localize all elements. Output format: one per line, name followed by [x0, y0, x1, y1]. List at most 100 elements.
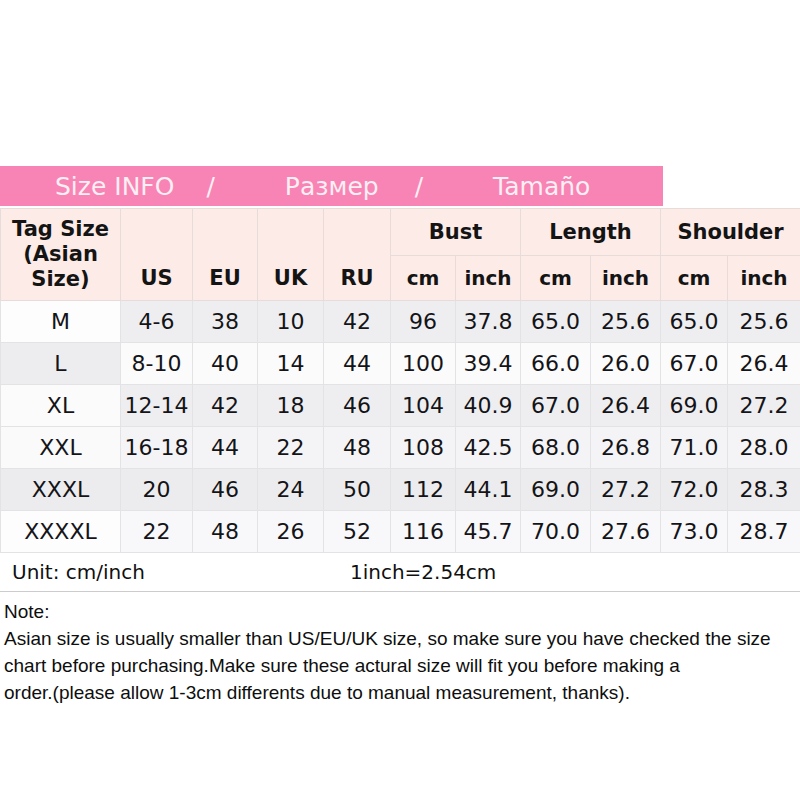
note-line: order.(please allow 1-3cm differents due… [4, 679, 798, 706]
table-cell: 42 [324, 301, 391, 343]
size-table-body: M4-63810429637.865.025.665.025.6L8-10401… [1, 301, 800, 553]
table-cell: 22 [258, 427, 324, 469]
note-line: chart before purchasing.Make sure these … [4, 652, 798, 679]
table-cell: 39.4 [456, 343, 521, 385]
title-spanish: Tamaño [493, 172, 590, 201]
title-separator: / [206, 172, 214, 201]
row-size-label: XXXL [1, 469, 121, 511]
header-tag-size-line1: Tag Size [2, 217, 119, 242]
title-russian: Размер [285, 172, 379, 201]
table-cell: 67.0 [521, 385, 591, 427]
table-cell: 65.0 [661, 301, 728, 343]
size-chart-page: Size INFO / Размер / Tamaño Tag Size (As… [0, 0, 800, 800]
table-cell: 50 [324, 469, 391, 511]
header-uk: UK [258, 209, 324, 301]
header-length-cm: cm [521, 256, 591, 301]
table-cell: 18 [258, 385, 324, 427]
row-size-label: XL [1, 385, 121, 427]
table-cell: 46 [193, 469, 258, 511]
table-cell: 104 [391, 385, 456, 427]
table-row: XXXL2046245011244.169.027.272.028.3 [1, 469, 800, 511]
header-length-inch: inch [591, 256, 661, 301]
table-cell: 14 [258, 343, 324, 385]
table-cell: 48 [193, 511, 258, 553]
table-cell: 25.6 [728, 301, 800, 343]
table-cell: 71.0 [661, 427, 728, 469]
header-us: US [121, 209, 193, 301]
table-cell: 44.1 [456, 469, 521, 511]
table-cell: 26.0 [591, 343, 661, 385]
table-cell: 27.2 [591, 469, 661, 511]
table-cell: 67.0 [661, 343, 728, 385]
note-line: Asian size is usually smaller than US/EU… [4, 625, 798, 652]
table-cell: 44 [324, 343, 391, 385]
table-cell: 40.9 [456, 385, 521, 427]
table-cell: 70.0 [521, 511, 591, 553]
table-row: XL12-1442184610440.967.026.469.027.2 [1, 385, 800, 427]
table-cell: 37.8 [456, 301, 521, 343]
title-english: Size INFO [55, 172, 174, 201]
note-block: Note: Asian size is usually smaller than… [4, 598, 798, 706]
table-cell: 116 [391, 511, 456, 553]
table-cell: 28.0 [728, 427, 800, 469]
table-cell: 28.3 [728, 469, 800, 511]
title-separator: / [415, 172, 423, 201]
size-info-title-bar: Size INFO / Размер / Tamaño [0, 166, 663, 206]
table-cell: 46 [324, 385, 391, 427]
table-cell: 42 [193, 385, 258, 427]
header-shoulder: Shoulder [661, 209, 800, 256]
row-size-label: L [1, 343, 121, 385]
table-cell: 24 [258, 469, 324, 511]
table-cell: 108 [391, 427, 456, 469]
header-shoulder-cm: cm [661, 256, 728, 301]
header-tag-size-line2: (Asian Size) [2, 242, 119, 292]
table-cell: 28.7 [728, 511, 800, 553]
table-cell: 25.6 [591, 301, 661, 343]
conversion-note: 1inch=2.54cm [350, 560, 496, 584]
table-cell: 73.0 [661, 511, 728, 553]
table-cell: 27.6 [591, 511, 661, 553]
header-tag-size: Tag Size (Asian Size) [1, 209, 121, 301]
table-cell: 10 [258, 301, 324, 343]
table-cell: 26.4 [728, 343, 800, 385]
table-cell: 16-18 [121, 427, 193, 469]
table-cell: 27.2 [728, 385, 800, 427]
table-cell: 69.0 [661, 385, 728, 427]
table-cell: 48 [324, 427, 391, 469]
note-heading: Note: [4, 598, 798, 625]
table-row: M4-63810429637.865.025.665.025.6 [1, 301, 800, 343]
table-cell: 20 [121, 469, 193, 511]
table-cell: 44 [193, 427, 258, 469]
table-cell: 45.7 [456, 511, 521, 553]
table-cell: 8-10 [121, 343, 193, 385]
table-cell: 12-14 [121, 385, 193, 427]
header-bust-cm: cm [391, 256, 456, 301]
unit-label: Unit: cm/inch [12, 560, 145, 584]
unit-row: Unit: cm/inch 1inch=2.54cm [0, 553, 800, 592]
table-cell: 96 [391, 301, 456, 343]
table-cell: 66.0 [521, 343, 591, 385]
table-cell: 26.4 [591, 385, 661, 427]
table-cell: 22 [121, 511, 193, 553]
header-eu: EU [193, 209, 258, 301]
table-cell: 52 [324, 511, 391, 553]
table-cell: 72.0 [661, 469, 728, 511]
row-size-label: M [1, 301, 121, 343]
table-cell: 69.0 [521, 469, 591, 511]
table-cell: 26 [258, 511, 324, 553]
table-cell: 42.5 [456, 427, 521, 469]
table-cell: 40 [193, 343, 258, 385]
header-bust-inch: inch [456, 256, 521, 301]
table-cell: 112 [391, 469, 456, 511]
row-size-label: XXL [1, 427, 121, 469]
table-row: XXL16-1844224810842.568.026.871.028.0 [1, 427, 800, 469]
table-cell: 65.0 [521, 301, 591, 343]
header-shoulder-inch: inch [728, 256, 800, 301]
table-cell: 100 [391, 343, 456, 385]
table-cell: 4-6 [121, 301, 193, 343]
table-cell: 38 [193, 301, 258, 343]
table-header-group-row: Tag Size (Asian Size) US EU UK RU Bust L… [1, 209, 800, 256]
table-row: XXXXL2248265211645.770.027.673.028.7 [1, 511, 800, 553]
table-row: L8-1040144410039.466.026.067.026.4 [1, 343, 800, 385]
row-size-label: XXXXL [1, 511, 121, 553]
